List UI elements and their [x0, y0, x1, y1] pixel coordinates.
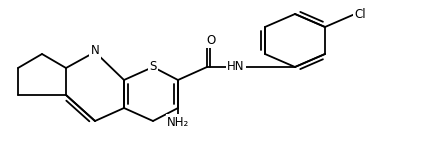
Text: HN: HN: [227, 60, 244, 73]
Text: S: S: [149, 60, 156, 73]
Text: O: O: [206, 33, 215, 46]
Text: NH₂: NH₂: [167, 115, 189, 128]
Text: N: N: [90, 44, 99, 58]
Text: Cl: Cl: [353, 7, 365, 20]
